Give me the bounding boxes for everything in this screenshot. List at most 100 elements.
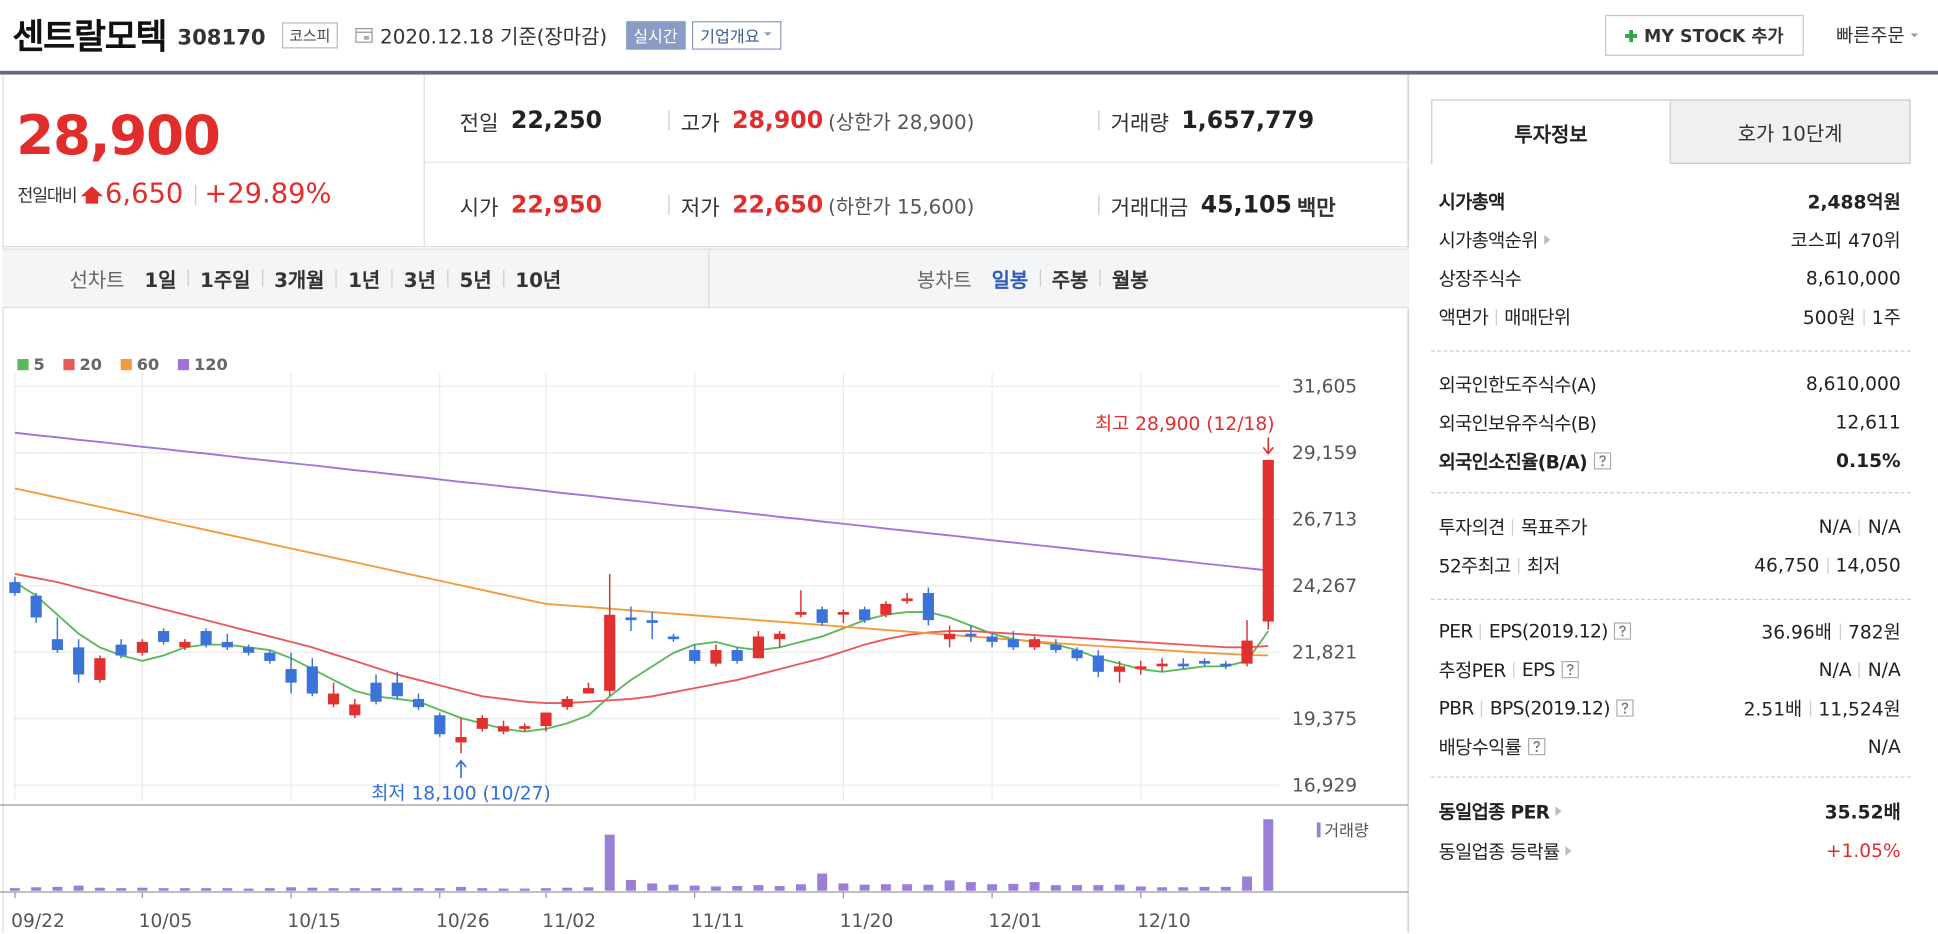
side-tab-baseline <box>1670 162 1911 164</box>
label-text: EPS <box>1521 658 1556 681</box>
label-text: 시가총액순위 <box>1438 229 1539 252</box>
candle-body <box>1241 640 1253 664</box>
separator <box>1098 195 1100 215</box>
separator <box>1495 308 1497 325</box>
value-text: 코스피 470위 <box>1790 229 1901 252</box>
candle-body <box>242 647 255 653</box>
volume-bar <box>94 887 105 891</box>
separator <box>1099 269 1101 287</box>
value-text: 35.52배 <box>1824 800 1901 824</box>
volume-bar <box>1135 886 1146 891</box>
separator <box>502 269 505 287</box>
period-tab[interactable]: 1주일 <box>200 268 251 292</box>
volume-bar <box>732 885 743 891</box>
calendar-icon <box>355 27 373 43</box>
label-text: 배당수익률 <box>1438 736 1522 759</box>
stat-note: (상한가 28,900) <box>828 110 975 135</box>
info-label: PER EPS(2019.12) <box>1439 616 1632 646</box>
candle-chart-tabs: 봉차트 일봉 주봉 월봉 <box>917 263 1149 293</box>
header: 센트랄모텍 308170 코스피 2020.12.18 기준(장마감) 실시간 기업개요 <box>12 10 782 60</box>
dashed-separator <box>1431 598 1911 601</box>
candle-body <box>30 595 42 618</box>
value-text: +1.05% <box>1825 839 1901 863</box>
volume-bar <box>477 888 488 891</box>
info-label: 시가총액순위 <box>1439 225 1552 255</box>
candle-body <box>582 688 595 694</box>
quick-order[interactable]: 빠른주문 <box>1836 22 1919 48</box>
volume-bar <box>541 888 551 891</box>
candle-body <box>731 650 743 661</box>
realtime-badge[interactable]: 실시간 <box>625 20 686 50</box>
moving-average-line <box>14 487 1269 657</box>
candle-body <box>1220 663 1232 667</box>
candle-body <box>1262 459 1274 622</box>
overview-dropdown[interactable]: 기업개요 <box>691 20 782 50</box>
x-tick-label: 10/05 <box>139 911 193 932</box>
period-tab[interactable]: 5년 <box>459 268 492 292</box>
side-tab[interactable]: 호가 10단계 <box>1670 99 1911 164</box>
stat-label: 거래량 <box>1110 111 1169 137</box>
y-tick-label: 26,713 <box>1292 509 1357 530</box>
volume-bar <box>817 873 828 891</box>
candle-body <box>1135 666 1147 670</box>
low-arrow <box>455 759 467 779</box>
change-value: 6,650 <box>105 178 184 210</box>
candle-body <box>922 592 934 621</box>
volume-bar <box>243 888 254 891</box>
volume-bar <box>774 885 785 891</box>
info-label: 추정PER EPS <box>1439 655 1579 685</box>
separator <box>668 110 670 131</box>
volume-bar <box>604 834 615 891</box>
my-stock-button[interactable]: MY STOCK 추가 <box>1605 14 1804 56</box>
period-tab[interactable]: 3년 <box>403 268 436 292</box>
caret-icon <box>764 32 773 37</box>
candle-body <box>306 666 318 694</box>
info-value: N/A N/A <box>1819 655 1901 685</box>
period-tab[interactable]: 10년 <box>515 268 562 292</box>
candle-period-tab[interactable]: 일봉 <box>991 268 1029 292</box>
candle-body <box>604 614 616 691</box>
period-tab[interactable]: 3개월 <box>274 268 325 292</box>
volume-bar <box>583 887 594 891</box>
info-label: 액면가 매매단위 <box>1439 302 1571 332</box>
candle-period-tab[interactable]: 주봉 <box>1051 268 1089 292</box>
candle-body <box>158 631 170 642</box>
period-tab[interactable]: 1일 <box>144 268 177 292</box>
y-tick-label: 21,821 <box>1292 642 1357 663</box>
candle-body <box>1198 660 1211 664</box>
separator <box>1859 661 1861 678</box>
line-chart-tabs: 선차트 1일 1주일 3개월 1년 3년 5년 10년 <box>70 263 562 293</box>
quote-stat: 저가 22,650 (하한가 15,600) <box>668 189 974 221</box>
candle-period-tab[interactable]: 월봉 <box>1111 268 1149 292</box>
volume-bar <box>264 888 275 891</box>
info-value: 코스피 470위 <box>1791 225 1901 255</box>
candle-body <box>1050 644 1062 651</box>
chart-tabs-bar <box>2 248 1409 309</box>
volume-bar <box>222 888 233 891</box>
label-text: PER <box>1438 619 1474 643</box>
candle-body <box>434 715 446 735</box>
info-value: N/A N/A <box>1819 512 1901 542</box>
volume-bar <box>1114 884 1125 891</box>
separator <box>1480 623 1482 640</box>
volume-bar <box>668 884 679 891</box>
link-arrow-icon <box>1555 806 1562 817</box>
help-icon <box>1527 737 1545 756</box>
period-tab[interactable]: 1년 <box>348 268 381 292</box>
quote-stat: 시가 22,950 <box>460 189 602 221</box>
info-value: 500원 1주 <box>1803 302 1901 332</box>
volume-bar <box>923 884 934 891</box>
stat-note: (하한가 15,600) <box>828 195 975 219</box>
side-tab[interactable]: 투자정보 <box>1431 99 1671 164</box>
plus-icon <box>1625 29 1638 42</box>
my-stock-text: MY STOCK 추가 <box>1644 26 1784 47</box>
candle-body <box>837 612 849 615</box>
info-value: 2,488억원 <box>1807 186 1900 216</box>
volume-bar <box>795 884 806 891</box>
quote-stat: 전일 22,250 <box>460 104 602 136</box>
stat-value: 22,950 <box>510 191 603 219</box>
candle-chart-label: 봉차트 <box>916 268 972 292</box>
volume-bar <box>562 887 573 891</box>
x-tick-label: 11/20 <box>840 911 894 932</box>
candle-body <box>752 636 765 659</box>
